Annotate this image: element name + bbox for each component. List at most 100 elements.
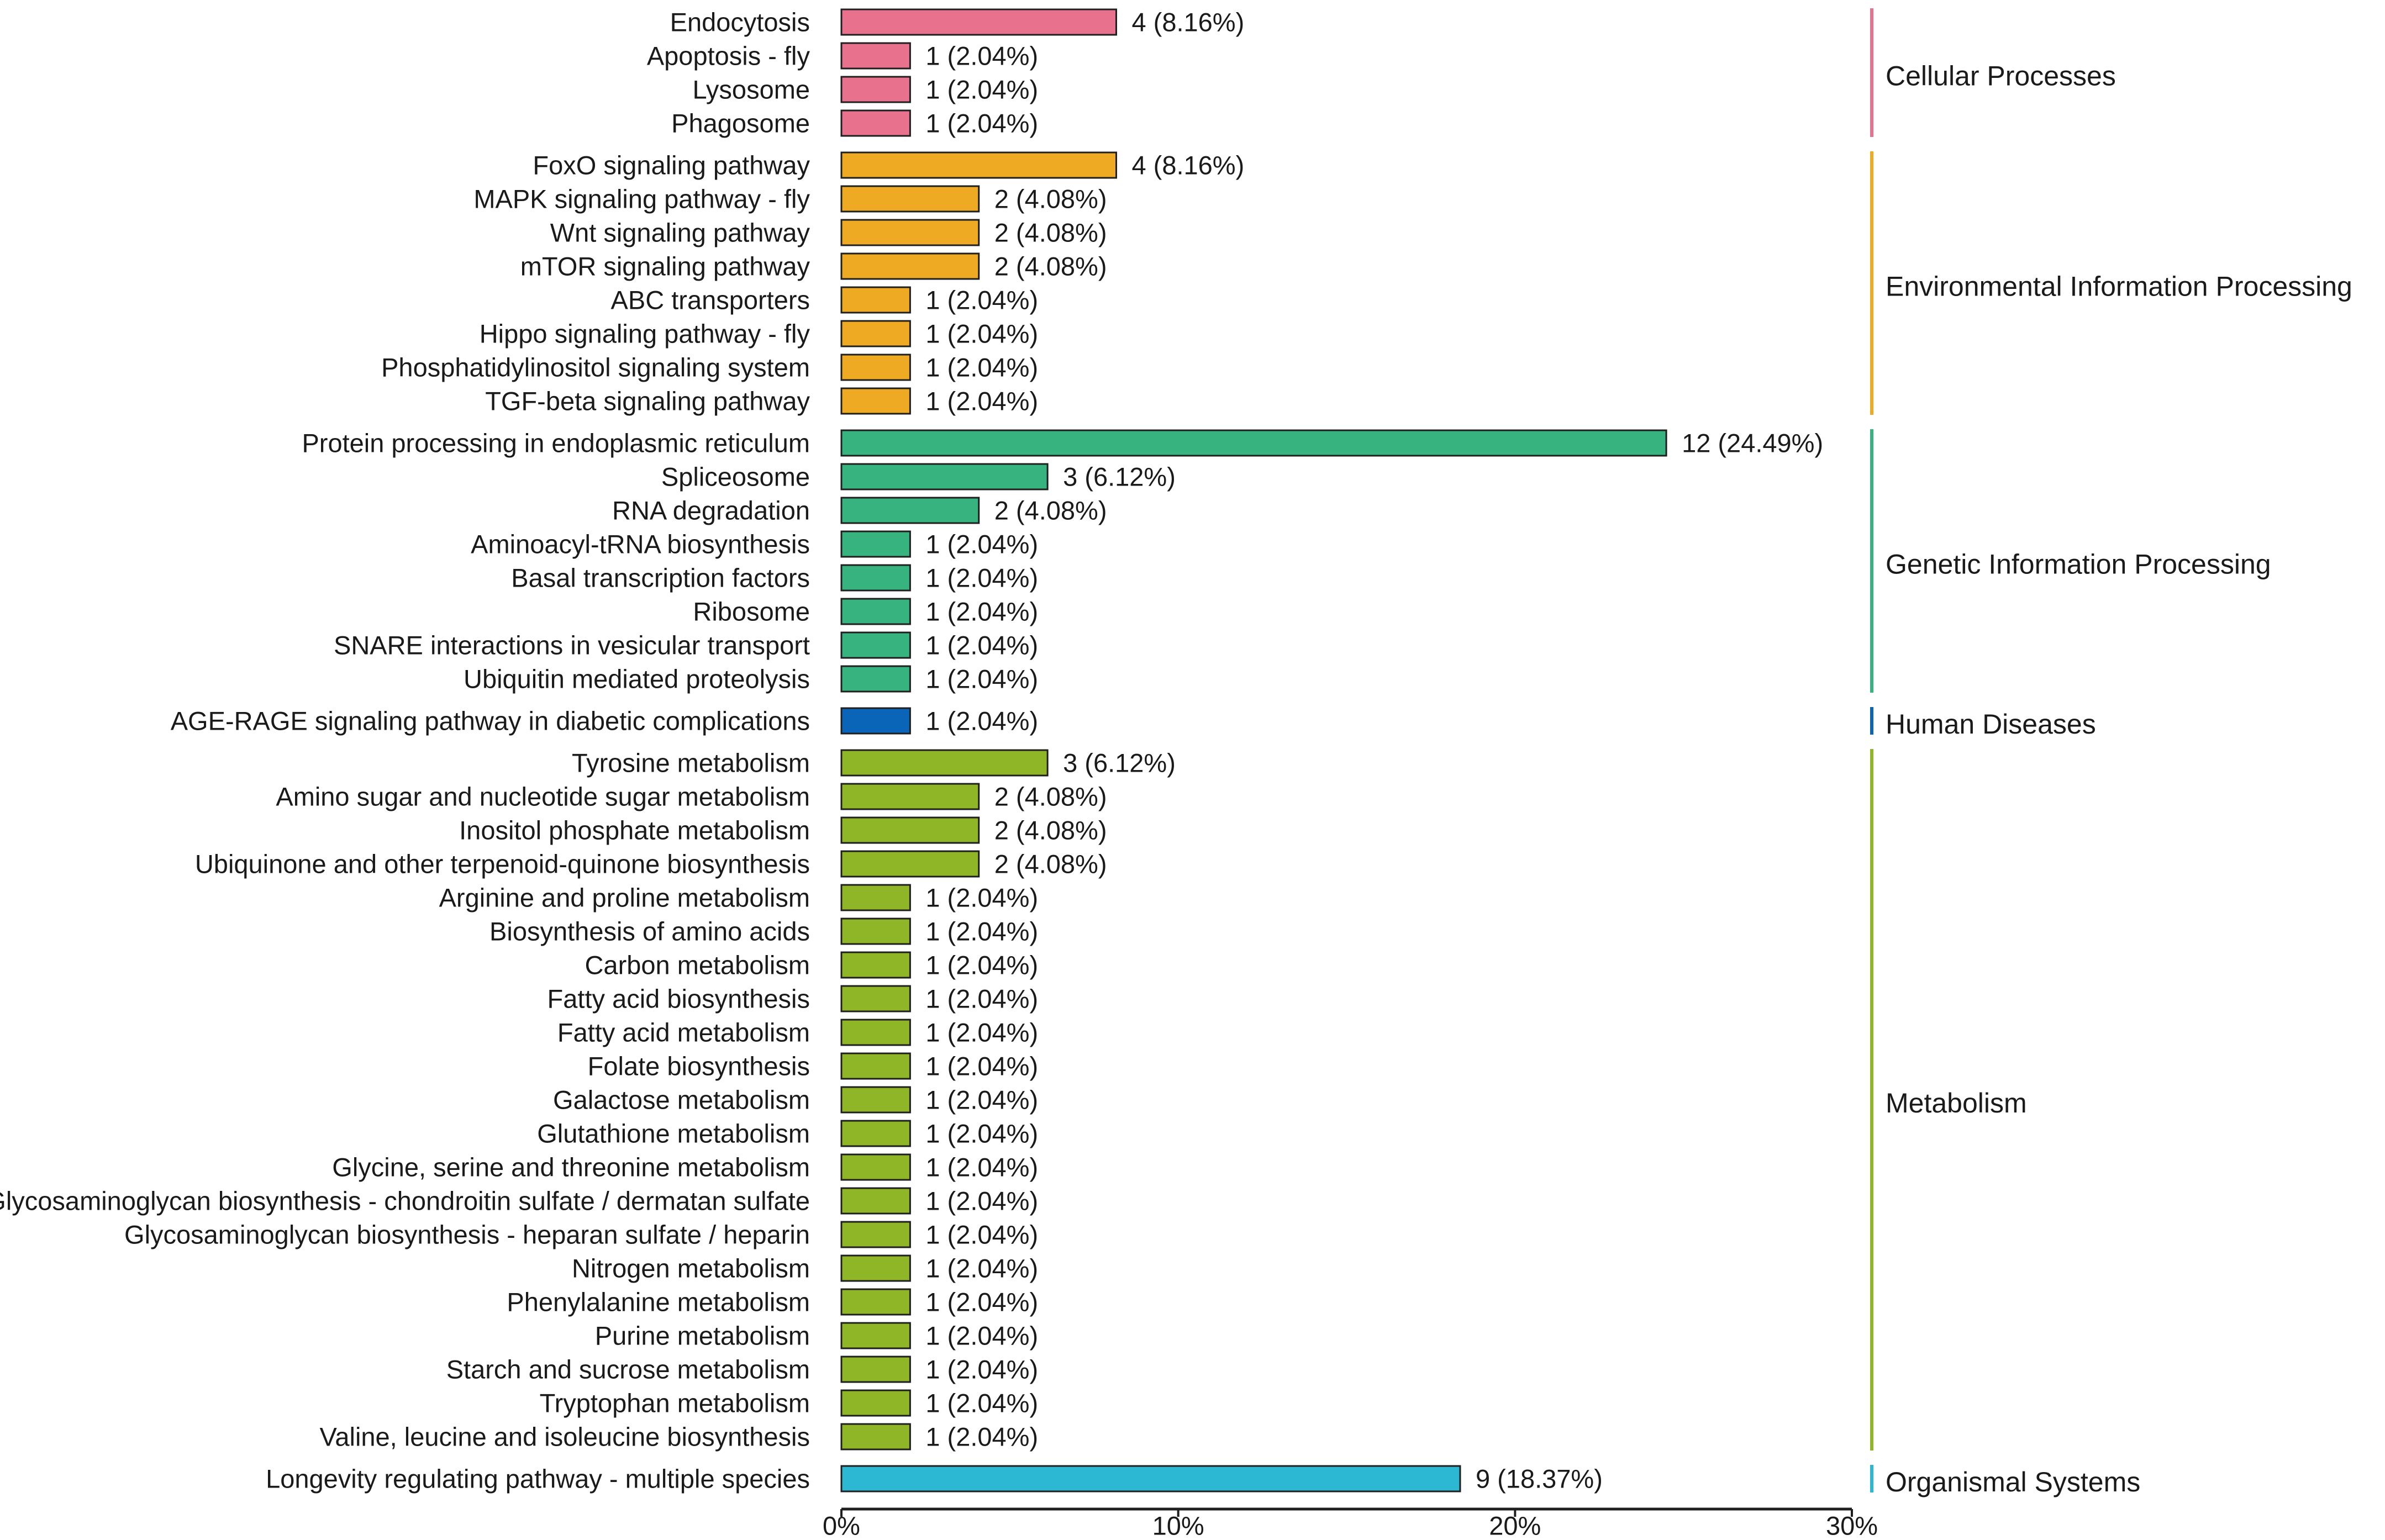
bar — [840, 816, 980, 844]
bar — [840, 1423, 911, 1451]
x-tick-label: 20% — [1489, 1511, 1541, 1540]
x-tick-label: 0% — [823, 1511, 860, 1540]
data-label: 1 (2.04%) — [925, 75, 1038, 104]
category-label: Carbon metabolism — [585, 951, 810, 980]
data-label: 1 (2.04%) — [925, 1119, 1038, 1148]
category-label: Longevity regulating pathway - multiple … — [266, 1464, 810, 1494]
bar — [840, 1254, 911, 1282]
data-label: 3 (6.12%) — [1063, 462, 1176, 492]
data-label: 1 (2.04%) — [925, 563, 1038, 593]
data-label: 1 (2.04%) — [925, 883, 1038, 913]
x-tick-label: 30% — [1826, 1511, 1878, 1540]
bar — [840, 354, 911, 381]
data-label: 1 (2.04%) — [925, 387, 1038, 416]
category-label: Biosynthesis of amino acids — [489, 917, 810, 946]
data-label: 2 (4.08%) — [994, 816, 1107, 845]
bar — [840, 1086, 911, 1114]
data-label: 1 (2.04%) — [925, 286, 1038, 315]
data-label: 1 (2.04%) — [925, 631, 1038, 660]
category-label: Glycine, serine and threonine metabolism — [332, 1153, 810, 1182]
bar — [840, 76, 911, 103]
category-label: MAPK signaling pathway - fly — [473, 184, 810, 214]
bar — [840, 917, 911, 945]
category-label: Fatty acid biosynthesis — [547, 984, 810, 1014]
data-label: 1 (2.04%) — [925, 664, 1038, 694]
category-label: Valine, leucine and isoleucine biosynthe… — [320, 1422, 810, 1452]
data-label: 1 (2.04%) — [925, 1288, 1038, 1317]
x-axis: 0% 10% 20% 30% — [823, 1507, 1878, 1540]
category-label: Spliceosome — [661, 462, 810, 492]
group-label: Human Diseases — [1886, 709, 2096, 740]
data-label: 1 (2.04%) — [925, 1052, 1038, 1081]
category-label: Wnt signaling pathway — [550, 218, 810, 247]
category-label: Arginine and proline metabolism — [439, 883, 810, 913]
category-label: TGF-beta signaling pathway — [485, 387, 810, 416]
bar — [840, 429, 1667, 457]
bar — [840, 783, 980, 810]
category-label: ABC transporters — [611, 286, 810, 315]
category-label: Endocytosis — [670, 8, 810, 37]
data-label: 1 (2.04%) — [925, 1153, 1038, 1182]
data-label: 2 (4.08%) — [994, 850, 1107, 879]
data-label: 2 (4.08%) — [994, 184, 1107, 214]
bars-layer: Endocytosis 4 (8.16%) Apoptosis - fly 1 (2.… — [0, 8, 1823, 1494]
data-label: 1 (2.04%) — [925, 1321, 1038, 1351]
bar — [840, 497, 980, 524]
bar — [840, 185, 980, 213]
data-label: 3 (6.12%) — [1063, 748, 1176, 778]
bar — [840, 151, 1117, 179]
bar — [840, 1221, 911, 1248]
group-label: Organismal Systems — [1886, 1467, 2140, 1497]
data-label: 9 (18.37%) — [1476, 1464, 1603, 1494]
data-label: 1 (2.04%) — [925, 951, 1038, 980]
category-label: Glutathione metabolism — [537, 1119, 810, 1148]
bar — [840, 1322, 911, 1349]
bar — [840, 463, 1049, 491]
category-label: Phenylalanine metabolism — [507, 1288, 810, 1317]
category-label: Inositol phosphate metabolism — [459, 816, 810, 845]
data-label: 1 (2.04%) — [925, 353, 1038, 382]
data-label: 1 (2.04%) — [925, 1254, 1038, 1283]
category-label: Ribosome — [693, 597, 810, 626]
category-label: Nitrogen metabolism — [572, 1254, 810, 1283]
bar — [840, 598, 911, 625]
data-label: 1 (2.04%) — [925, 1422, 1038, 1452]
category-label: Fatty acid metabolism — [557, 1018, 810, 1047]
data-label: 2 (4.08%) — [994, 782, 1107, 811]
category-label: Starch and sucrose metabolism — [446, 1355, 810, 1384]
data-label: 4 (8.16%) — [1131, 151, 1244, 180]
data-label: 1 (2.04%) — [925, 984, 1038, 1014]
category-label: AGE-RAGE signaling pathway in diabetic c… — [171, 706, 810, 736]
data-label: 2 (4.08%) — [994, 496, 1107, 525]
group-label: Environmental Information Processing — [1886, 271, 2352, 302]
data-label: 1 (2.04%) — [925, 319, 1038, 349]
bar — [840, 1019, 911, 1046]
data-label: 1 (2.04%) — [925, 1018, 1038, 1047]
category-label: Ubiquinone and other terpenoid-quinone b… — [195, 850, 810, 879]
bar — [840, 1288, 911, 1316]
group-label: Metabolism — [1886, 1088, 2027, 1119]
data-label: 1 (2.04%) — [925, 917, 1038, 946]
group-brackets: Cellular Processes Environmental Informat… — [1870, 8, 2352, 1497]
category-label: Basal transcription factors — [511, 563, 810, 593]
category-label: Aminoacyl-tRNA biosynthesis — [471, 530, 810, 559]
bar — [840, 707, 911, 735]
bar — [840, 387, 911, 415]
data-label: 12 (24.49%) — [1682, 429, 1823, 458]
bar — [840, 1356, 911, 1383]
category-label: Glycosaminoglycan biosynthesis - heparan… — [124, 1220, 810, 1249]
bar — [840, 1389, 911, 1417]
category-label: Phagosome — [671, 109, 810, 138]
category-label: Folate biosynthesis — [588, 1052, 810, 1081]
data-label: 1 (2.04%) — [925, 109, 1038, 138]
bar — [840, 1052, 911, 1080]
category-label: Apoptosis - fly — [647, 41, 810, 71]
bar — [840, 42, 911, 70]
category-label: Ubiquitin mediated proteolysis — [464, 664, 810, 694]
data-label: 1 (2.04%) — [925, 1355, 1038, 1384]
category-label: Amino sugar and nucleotide sugar metabol… — [276, 782, 810, 811]
category-label: Protein processing in endoplasmic reticu… — [302, 429, 810, 458]
bar — [840, 665, 911, 693]
bar — [840, 530, 911, 558]
